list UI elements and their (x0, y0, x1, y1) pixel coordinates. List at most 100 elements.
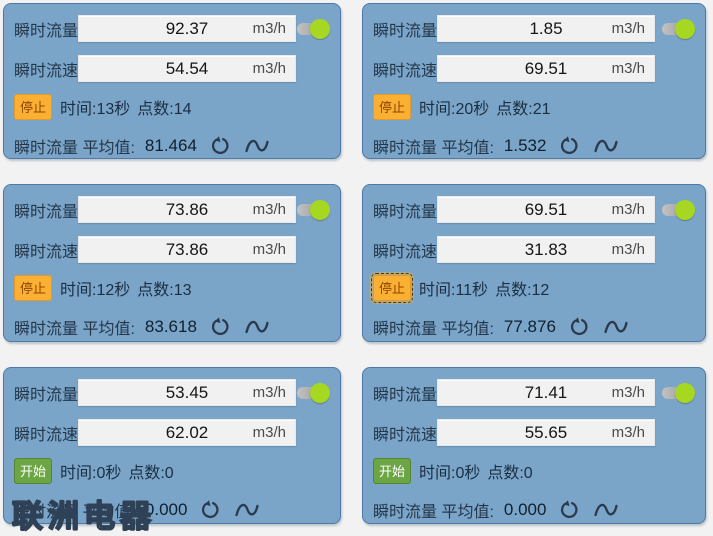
action-row: 停止 时间:11秒 点数:12 (371, 273, 696, 303)
reset-icon[interactable] (210, 135, 231, 157)
average-value: 0.000 (503, 500, 547, 519)
velocity-value-field[interactable]: 73.86 m3/h (78, 236, 296, 263)
average-value: 83.618 (144, 317, 197, 336)
start-stop-button[interactable]: 停止 (14, 275, 52, 301)
average-row: 瞬时流量 平均值: 0.000 (373, 496, 696, 524)
start-stop-button[interactable]: 停止 (371, 273, 413, 303)
average-value: 1.532 (503, 136, 547, 155)
flow-row: 瞬时流量 73.86 m3/h (14, 196, 331, 223)
average-row: 瞬时流量 平均值: 1.532 (373, 132, 696, 160)
velocity-label: 瞬时流速 (14, 426, 78, 444)
flow-row: 瞬时流量 53.45 m3/h (14, 379, 331, 406)
flow-meter-panel: 瞬时流量 69.51 m3/h 瞬时流速 31.83 m3/h 停止 时间:11… (362, 184, 706, 342)
flow-unit: m3/h (611, 384, 645, 401)
velocity-unit: m3/h (611, 60, 645, 77)
curve-icon[interactable] (234, 500, 260, 520)
toggle-knob-icon (675, 18, 695, 39)
velocity-unit: m3/h (252, 424, 286, 441)
velocity-unit: m3/h (252, 60, 286, 77)
power-toggle[interactable] (662, 18, 695, 39)
flow-row: 瞬时流量 71.41 m3/h (373, 379, 696, 406)
flow-meter-panel: 瞬时流量 73.86 m3/h 瞬时流速 73.86 m3/h 停止 时间:12… (3, 184, 341, 342)
flow-value: 69.51 (524, 199, 568, 219)
velocity-value-field[interactable]: 62.02 m3/h (78, 419, 296, 446)
points-text: 点数:12 (495, 282, 550, 299)
power-toggle[interactable] (662, 199, 695, 220)
panel-grid: 瞬时流量 92.37 m3/h 瞬时流速 54.54 m3/h 停止 时间:13… (3, 3, 706, 524)
curve-icon[interactable] (593, 136, 619, 156)
velocity-value-field[interactable]: 69.51 m3/h (437, 55, 655, 82)
velocity-unit: m3/h (611, 424, 645, 441)
velocity-label: 瞬时流速 (373, 426, 437, 444)
toggle-knob-icon (310, 382, 330, 403)
power-toggle[interactable] (662, 382, 695, 403)
velocity-value: 69.51 (524, 58, 568, 78)
action-row: 停止 时间:20秒 点数:21 (373, 94, 696, 120)
average-label: 瞬时流量 平均值: (373, 321, 494, 338)
velocity-value-field[interactable]: 54.54 m3/h (78, 55, 296, 82)
flow-unit: m3/h (252, 20, 286, 37)
toggle-knob-icon (675, 199, 695, 220)
toggle-knob-icon (310, 18, 330, 39)
points-text: 点数:21 (496, 101, 551, 118)
flow-unit: m3/h (252, 384, 286, 401)
velocity-row: 瞬时流速 55.65 m3/h (373, 419, 696, 446)
velocity-value: 31.83 (524, 239, 568, 259)
flow-value-field[interactable]: 71.41 m3/h (437, 379, 655, 406)
curve-icon[interactable] (593, 500, 619, 520)
start-stop-button[interactable]: 停止 (373, 94, 411, 120)
reset-icon[interactable] (559, 135, 580, 157)
flow-unit: m3/h (611, 201, 645, 218)
average-label: 瞬时流量 平均值: (14, 321, 135, 338)
average-row: 瞬时流量 平均值: 81.464 (14, 132, 331, 160)
curve-icon[interactable] (244, 136, 270, 156)
start-stop-button[interactable]: 停止 (14, 94, 52, 120)
power-toggle[interactable] (297, 18, 330, 39)
average-value: 81.464 (144, 136, 197, 155)
reset-icon[interactable] (210, 316, 231, 338)
curve-icon[interactable] (244, 317, 270, 337)
flow-meter-panel: 瞬时流量 1.85 m3/h 瞬时流速 69.51 m3/h 停止 时间:20秒 (362, 3, 706, 159)
reset-icon[interactable] (559, 499, 580, 521)
flow-label: 瞬时流量 (373, 22, 437, 40)
flow-value: 53.45 (165, 382, 209, 402)
reset-icon[interactable] (200, 499, 221, 521)
velocity-row: 瞬时流速 54.54 m3/h (14, 55, 331, 82)
start-stop-button[interactable]: 开始 (14, 458, 52, 484)
flow-value-field[interactable]: 92.37 m3/h (78, 15, 296, 42)
time-text: 时间:0秒 (419, 465, 481, 482)
flow-value-field[interactable]: 69.51 m3/h (437, 196, 655, 223)
average-label: 瞬时流量 平均值: (14, 140, 135, 157)
flow-meter-panel: 瞬时流量 53.45 m3/h 瞬时流速 62.02 m3/h 开始 时间:0秒 (3, 367, 341, 524)
action-row: 停止 时间:13秒 点数:14 (14, 94, 331, 120)
velocity-value-field[interactable]: 31.83 m3/h (437, 236, 655, 263)
flow-label: 瞬时流量 (14, 22, 78, 40)
start-stop-button[interactable]: 开始 (373, 458, 411, 484)
toggle-knob-icon (310, 199, 330, 220)
velocity-row: 瞬时流速 62.02 m3/h (14, 419, 331, 446)
velocity-label: 瞬时流速 (14, 62, 78, 80)
flow-value-field[interactable]: 73.86 m3/h (78, 196, 296, 223)
velocity-value-field[interactable]: 55.65 m3/h (437, 419, 655, 446)
points-text: 点数:0 (487, 465, 533, 482)
velocity-unit: m3/h (611, 241, 645, 258)
curve-icon[interactable] (603, 317, 629, 337)
time-text: 时间:12秒 (60, 282, 131, 299)
power-toggle[interactable] (297, 199, 330, 220)
velocity-label: 瞬时流速 (373, 62, 437, 80)
flow-value-field[interactable]: 1.85 m3/h (437, 15, 655, 42)
flow-value: 92.37 (165, 18, 209, 38)
average-label: 瞬时流量 平均值: (373, 140, 494, 157)
points-text: 点数:0 (128, 465, 174, 482)
time-text: 时间:0秒 (60, 465, 122, 482)
average-row: 瞬时流量 平均值: 83.618 (14, 313, 331, 341)
flow-value-field[interactable]: 53.45 m3/h (78, 379, 296, 406)
toggle-knob-icon (675, 382, 695, 403)
points-text: 点数:13 (137, 282, 192, 299)
power-toggle[interactable] (297, 382, 330, 403)
velocity-label: 瞬时流速 (373, 243, 437, 261)
flow-label: 瞬时流量 (14, 203, 78, 221)
reset-icon[interactable] (569, 316, 590, 338)
velocity-row: 瞬时流速 31.83 m3/h (373, 236, 696, 263)
time-text: 时间:11秒 (419, 282, 489, 299)
